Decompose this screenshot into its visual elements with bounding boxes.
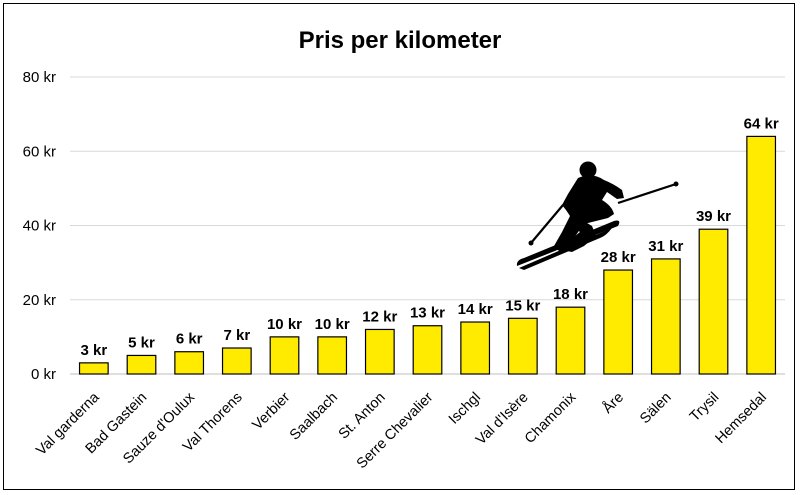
bar xyxy=(126,354,157,375)
bar xyxy=(603,269,634,375)
bars xyxy=(78,135,777,375)
chart-title: Pris per kilometer xyxy=(299,27,502,54)
data-label: 39 kr xyxy=(696,208,731,225)
data-labels: 3 kr 5 kr 6 kr 7 kr 10 kr 10 kr 12 kr 13 kr 14 k… xyxy=(80,115,778,358)
data-label: 15 kr xyxy=(505,297,540,314)
bar xyxy=(507,317,538,375)
bar xyxy=(698,228,729,375)
x-tick-label: Hemsedal xyxy=(713,390,770,447)
data-label: 64 kr xyxy=(744,115,779,132)
data-label: 7 kr xyxy=(223,327,250,344)
bar xyxy=(269,336,300,375)
y-tick-label: 20 kr xyxy=(23,292,56,309)
data-label: 10 kr xyxy=(267,316,302,333)
skier-silhouette-icon xyxy=(516,161,679,270)
y-tick-label: 40 kr xyxy=(23,218,56,235)
x-tick-label: Sälen xyxy=(637,390,675,428)
y-tick-label: 60 kr xyxy=(23,143,56,160)
y-axis: 0 kr 20 kr 40 kr 60 kr 80 kr xyxy=(23,69,56,383)
data-label: 31 kr xyxy=(648,238,683,255)
y-tick-label: 80 kr xyxy=(23,69,56,86)
x-tick-label: Chamonix xyxy=(522,389,580,447)
data-label: 28 kr xyxy=(601,249,636,266)
x-tick-label: Ischgl xyxy=(446,390,484,428)
bar xyxy=(221,347,252,375)
bar xyxy=(364,328,395,375)
data-label: 3 kr xyxy=(80,342,107,359)
bar xyxy=(460,321,491,375)
bar xyxy=(555,306,586,375)
bar xyxy=(412,325,443,375)
x-tick-label: Verbier xyxy=(250,389,294,433)
x-tick-label: Saalbach xyxy=(287,390,341,444)
bar xyxy=(78,362,109,375)
y-tick-label: 0 kr xyxy=(31,366,56,383)
x-tick-label: Trysil xyxy=(687,390,722,425)
bar xyxy=(317,336,348,375)
chart-frame xyxy=(3,3,795,490)
data-label: 6 kr xyxy=(176,331,203,348)
bar xyxy=(650,258,681,375)
bar xyxy=(174,351,205,375)
data-label: 14 kr xyxy=(458,301,493,318)
data-label: 10 kr xyxy=(315,316,350,333)
data-label: 18 kr xyxy=(553,286,588,303)
data-label: 5 kr xyxy=(128,334,155,351)
x-tick-label: Val d'Isère xyxy=(473,390,532,449)
data-label: 13 kr xyxy=(410,305,445,322)
x-tick-label: Åre xyxy=(599,389,627,417)
data-label: 12 kr xyxy=(362,308,397,325)
bar xyxy=(746,135,777,375)
